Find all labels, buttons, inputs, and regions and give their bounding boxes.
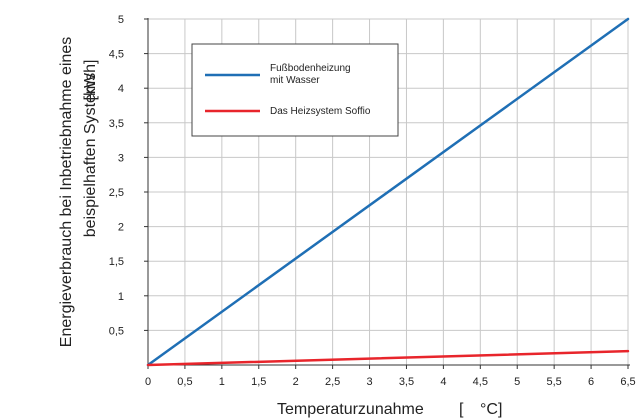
x-tick-label: 4,5 (473, 376, 488, 388)
legend-label-fussbodenheizung-line2: mit Wasser (270, 75, 320, 86)
x-axis-unit-open: [ (459, 401, 464, 418)
y-tick-label: 2,5 (109, 187, 124, 199)
x-tick-labels: 0 0,5 1 1,5 2 2,5 3 3,5 4 4,5 5 5,5 6 6,5 (145, 376, 636, 388)
x-tick-label: 6,5 (620, 376, 635, 388)
y-tick-label: 2 (118, 222, 124, 234)
y-tick-label: 1 (118, 291, 124, 303)
x-axis-unit: °C] (480, 401, 502, 418)
legend-label-soffio: Das Heizsystem Soffio (270, 106, 371, 117)
x-tick-label: 3,5 (399, 376, 414, 388)
x-tick-label: 0 (145, 376, 151, 388)
y-tick-label: 1,5 (109, 256, 124, 268)
x-axis-title: Temperaturzunahme (277, 401, 424, 418)
x-tick-label: 4 (440, 376, 446, 388)
legend-box (191, 43, 399, 137)
legend: Fußbodenheizung mit Wasser Das Heizsyste… (191, 43, 399, 137)
x-tick-label: 1,5 (251, 376, 266, 388)
y-tick-label: 3 (118, 152, 124, 164)
x-tick-label: 3 (366, 376, 372, 388)
series-lines (146, 17, 630, 367)
x-tick-label: 0,5 (177, 376, 192, 388)
y-tick-label: 4 (118, 83, 124, 95)
y-tick-label: 5 (118, 14, 124, 26)
y-tick-label: 3,5 (109, 118, 124, 130)
axes (144, 18, 630, 369)
y-axis-unit: [kWh] (82, 60, 99, 101)
y-tick-label: 4,5 (109, 49, 124, 61)
x-tick-label: 1 (219, 376, 225, 388)
series-line-soffio (146, 349, 630, 367)
x-tick-label: 5,5 (547, 376, 562, 388)
y-tick-labels: 0,5 1 1,5 2 2,5 3 3,5 4 4,5 5 (109, 14, 124, 337)
y-axis-title-line1: Energieverbrauch bei Inbetriebnahme eine… (58, 37, 75, 347)
legend-label-fussbodenheizung-line1: Fußbodenheizung (270, 63, 351, 74)
x-tick-label: 5 (514, 376, 520, 388)
x-tick-label: 2 (293, 376, 299, 388)
series-line-fussbodenheizung (146, 17, 630, 367)
y-axis-title-line2: beispielhaften Systems (82, 73, 99, 238)
x-tick-label: 2,5 (325, 376, 340, 388)
x-tick-label: 6 (588, 376, 594, 388)
y-tick-label: 0,5 (109, 325, 124, 337)
